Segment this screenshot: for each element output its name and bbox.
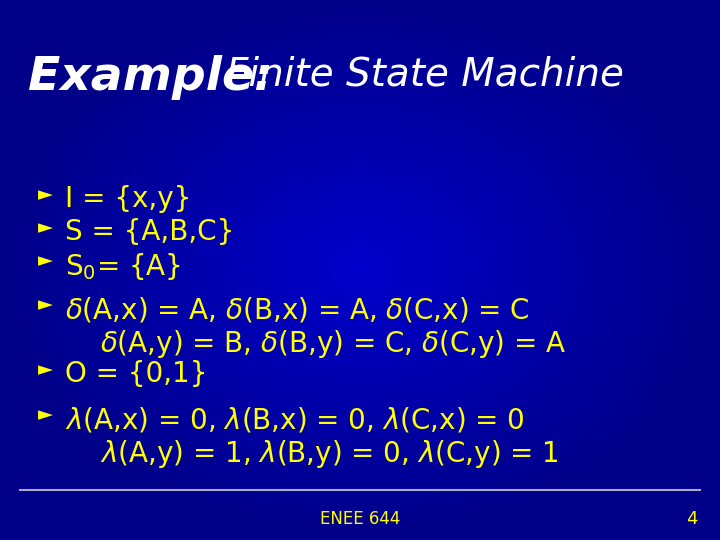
Text: O = {0,1}: O = {0,1} xyxy=(65,360,207,388)
Text: $\delta$(A,y) = B, $\delta$(B,y) = C, $\delta$(C,y) = A: $\delta$(A,y) = B, $\delta$(B,y) = C, $\… xyxy=(100,328,566,360)
Text: $\delta$(A,x) = A, $\delta$(B,x) = A, $\delta$(C,x) = C: $\delta$(A,x) = A, $\delta$(B,x) = A, $\… xyxy=(65,295,530,324)
Text: S = {A,B,C}: S = {A,B,C} xyxy=(65,218,235,246)
Text: $\lambda$(A,y) = 1, $\lambda$(B,y) = 0, $\lambda$(C,y) = 1: $\lambda$(A,y) = 1, $\lambda$(B,y) = 0, … xyxy=(100,438,559,470)
Text: ►: ► xyxy=(38,185,53,204)
Text: ►: ► xyxy=(38,405,53,424)
Text: ►: ► xyxy=(38,218,53,237)
Text: S$_0$= {A}: S$_0$= {A} xyxy=(65,251,181,282)
Text: $\lambda$(A,x) = 0, $\lambda$(B,x) = 0, $\lambda$(C,x) = 0: $\lambda$(A,x) = 0, $\lambda$(B,x) = 0, … xyxy=(65,405,525,434)
Text: Example:: Example: xyxy=(28,55,289,100)
Text: ►: ► xyxy=(38,360,53,379)
Text: ►: ► xyxy=(38,251,53,270)
Text: Finite State Machine: Finite State Machine xyxy=(226,55,624,93)
Text: ►: ► xyxy=(38,295,53,314)
Text: ENEE 644: ENEE 644 xyxy=(320,510,400,528)
Text: I = {x,y}: I = {x,y} xyxy=(65,185,192,213)
Text: 4: 4 xyxy=(686,510,698,528)
